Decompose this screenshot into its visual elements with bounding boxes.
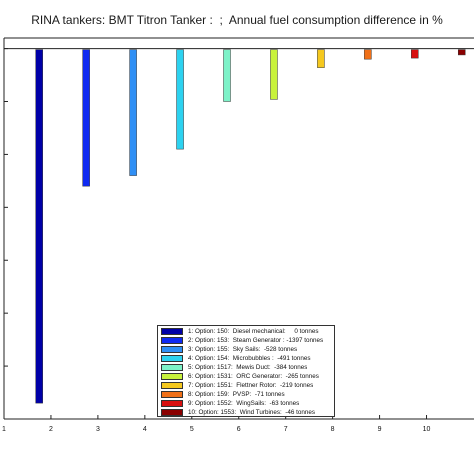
legend-swatch [161,337,183,344]
legend-entry: 3: Option: 155: Sky Sails: -528 tonnes [161,345,331,354]
legend-entry: 9: Option: 1552: WingSails: -63 tonnes [161,399,331,408]
legend-label: 7: Option: 1551: Flettner Rotor: -219 to… [188,382,314,389]
legend-label: 5: Option: 1517: Mewis Duct: -384 tonnes [188,364,308,371]
legend-entry: 1: Option: 150: Diesel mechanical: 0 ton… [161,327,331,336]
x-tick-label: 7 [284,426,288,433]
x-tick-label: 8 [331,426,335,433]
bar-1 [35,49,43,404]
legend-swatch [161,373,183,380]
bar-9 [411,49,419,59]
bar-5 [223,49,231,102]
bar-8 [364,49,372,60]
legend-label: 8: Option: 159: PVSP: -71 tonnes [188,391,285,398]
legend-entry: 7: Option: 1551: Flettner Rotor: -219 to… [161,381,331,390]
legend-swatch [161,355,183,362]
legend-swatch [161,328,183,335]
legend-label: 1: Option: 150: Diesel mechanical: 0 ton… [188,328,319,335]
legend-swatch [161,409,183,416]
bar-2 [82,49,90,187]
legend-label: 6: Option: 1531: ORC Generator: -265 ton… [188,373,319,380]
x-tick-label: 1 [2,426,6,433]
chart-title: RINA tankers: BMT Titron Tanker : ; Annu… [31,13,443,27]
legend: 1: Option: 150: Diesel mechanical: 0 ton… [157,325,335,417]
legend-label: 2: Option: 153: Steam Generator : -1397 … [188,337,324,344]
x-tick-label: 5 [190,426,194,433]
legend-entry: 6: Option: 1531: ORC Generator: -265 ton… [161,372,331,381]
bar-3 [129,49,137,176]
legend-label: 3: Option: 155: Sky Sails: -528 tonnes [188,346,298,353]
legend-swatch [161,382,183,389]
legend-swatch [161,346,183,353]
legend-entry: 5: Option: 1517: Mewis Duct: -384 tonnes [161,363,331,372]
chart-bars [35,49,466,404]
legend-entry: 2: Option: 153: Steam Generator : -1397 … [161,336,331,345]
legend-swatch [161,364,183,371]
bar-10 [457,49,466,56]
bar-7 [317,49,325,68]
x-tick-label: 4 [143,426,147,433]
bar-6 [270,49,278,100]
x-tick-label: 6 [237,426,241,433]
legend-entry: 8: Option: 159: PVSP: -71 tonnes [161,390,331,399]
legend-swatch [161,391,183,398]
legend-label: 9: Option: 1552: WingSails: -63 tonnes [188,400,300,407]
x-tick-label: 9 [378,426,382,433]
x-tick-labels: 1 2 3 4 5 6 7 8 9 10 [2,415,431,433]
x-tick-label: 10 [423,426,431,433]
x-tick-label: 3 [96,426,100,433]
x-tick-label: 2 [49,426,53,433]
legend-swatch [161,400,183,407]
legend-entry: 4: Option: 154: Microbubbles : -491 tonn… [161,354,331,363]
legend-label: 10: Option: 1553: Wind Turbines: -46 ton… [188,409,316,416]
legend-label: 4: Option: 154: Microbubbles : -491 tonn… [188,355,311,362]
legend-entry: 10: Option: 1553: Wind Turbines: -46 ton… [161,408,331,417]
bar-4 [176,49,184,150]
